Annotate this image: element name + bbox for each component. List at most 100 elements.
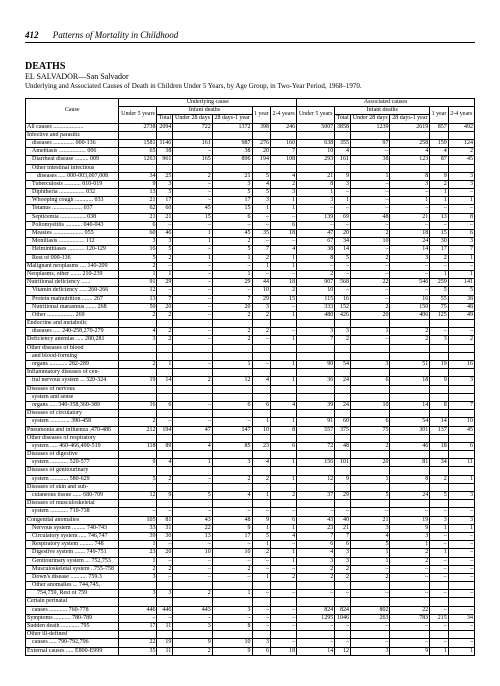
value-cell: 557: [297, 426, 335, 434]
value-cell: 15: [430, 230, 449, 238]
value-cell: [157, 320, 173, 328]
table-row: Diseases of musculoskeletal: [26, 500, 475, 508]
value-cell: 115: [297, 295, 335, 303]
cause-cell: Diarrheal disease ......... 009: [26, 156, 119, 164]
value-cell: 35: [119, 647, 157, 655]
cause-cell: Diseases of nervous: [26, 385, 119, 393]
value-cell: 1: [271, 557, 297, 565]
cause-cell: Helminthiases ........... 120-129: [26, 246, 119, 254]
value-cell: 13: [119, 295, 157, 303]
value-cell: 39: [297, 401, 335, 409]
value-cell: –: [335, 508, 351, 516]
value-cell: 23: [297, 524, 335, 532]
value-cell: –: [390, 189, 430, 197]
value-cell: –: [351, 180, 390, 188]
value-cell: 3: [212, 606, 252, 614]
value-cell: –: [157, 262, 173, 270]
table-row: diseases ..... 000-003,007,0083425221542…: [26, 172, 475, 180]
value-cell: 8: [430, 401, 449, 409]
value-cell: 55: [430, 295, 449, 303]
value-cell: 12: [119, 492, 157, 500]
value-cell: [430, 467, 449, 475]
value-cell: [271, 451, 297, 459]
value-cell: 246: [271, 123, 297, 131]
value-cell: –: [448, 565, 474, 573]
value-cell: [351, 410, 390, 418]
table-row: Inflammatory diseases of cen-: [26, 369, 475, 377]
value-cell: –: [157, 418, 173, 426]
value-cell: [157, 631, 173, 639]
value-cell: [271, 631, 297, 639]
value-cell: –: [212, 614, 252, 622]
value-cell: –: [297, 262, 335, 270]
value-cell: 6: [271, 221, 297, 229]
value-cell: –: [252, 565, 271, 573]
value-cell: [271, 320, 297, 328]
value-cell: 14: [157, 377, 173, 385]
value-cell: 22: [173, 524, 212, 532]
table-row: diseases ..... 240-258,270-27942–22–3312…: [26, 328, 475, 336]
value-cell: 398: [252, 123, 271, 131]
value-cell: 1: [271, 377, 297, 385]
value-cell: 1: [351, 475, 390, 483]
value-cell: [430, 451, 449, 459]
value-cell: [335, 131, 351, 139]
value-cell: [297, 483, 335, 491]
cause-cell: Other .................. 269: [26, 311, 119, 319]
value-cell: 2: [157, 254, 173, 262]
value-cell: –: [173, 565, 212, 573]
value-cell: 3: [119, 238, 157, 246]
value-cell: 2: [212, 238, 252, 246]
value-cell: 3: [351, 361, 390, 369]
value-cell: 3: [335, 180, 351, 188]
value-cell: 1: [252, 418, 271, 426]
value-cell: 2: [351, 230, 390, 238]
value-cell: 406: [390, 311, 430, 319]
value-cell: 2: [252, 254, 271, 262]
value-cell: [119, 344, 157, 352]
value-cell: –: [430, 262, 449, 270]
value-cell: 47: [173, 426, 212, 434]
value-cell: 293: [297, 156, 335, 164]
value-cell: [157, 582, 173, 590]
value-cell: 54: [335, 361, 351, 369]
value-cell: 3: [157, 180, 173, 188]
value-cell: [297, 344, 335, 352]
value-cell: [430, 369, 449, 377]
value-cell: 2: [335, 336, 351, 344]
value-cell: 38: [297, 246, 335, 254]
cause-cell: Poliomyelitis ........... 040-043: [26, 221, 119, 229]
value-cell: –: [212, 573, 252, 581]
value-cell: 375: [335, 426, 351, 434]
value-cell: 5: [252, 532, 271, 540]
value-cell: 446: [157, 606, 173, 614]
value-cell: 896: [212, 156, 252, 164]
value-cell: 3: [335, 328, 351, 336]
value-cell: 4: [271, 532, 297, 540]
value-cell: 44: [252, 279, 271, 287]
value-cell: 9: [430, 172, 449, 180]
value-cell: [157, 164, 173, 172]
table-row: Endocrine and metabolic: [26, 320, 475, 328]
cause-cell: Malignant neoplasms .... 140-209: [26, 262, 119, 270]
cause-cell: Deficiency anemias ..... 280,281: [26, 336, 119, 344]
value-cell: –: [448, 189, 474, 197]
value-cell: 12: [119, 287, 157, 295]
value-cell: 2: [271, 573, 297, 581]
page-running-title: Patterns of Mortality in Childhood: [53, 30, 179, 40]
value-cell: 5: [173, 492, 212, 500]
value-cell: 3: [252, 197, 271, 205]
value-cell: 48: [335, 442, 351, 450]
value-cell: –: [430, 532, 449, 540]
value-cell: 2: [157, 475, 173, 483]
value-cell: 48: [448, 303, 474, 311]
value-cell: 4: [252, 180, 271, 188]
value-cell: 85: [212, 442, 252, 450]
value-cell: 2: [173, 590, 212, 598]
value-cell: –: [252, 606, 271, 614]
value-cell: –: [351, 246, 390, 254]
value-cell: 258: [390, 139, 430, 147]
value-cell: [390, 451, 430, 459]
value-cell: 7: [252, 246, 271, 254]
value-cell: [430, 500, 449, 508]
